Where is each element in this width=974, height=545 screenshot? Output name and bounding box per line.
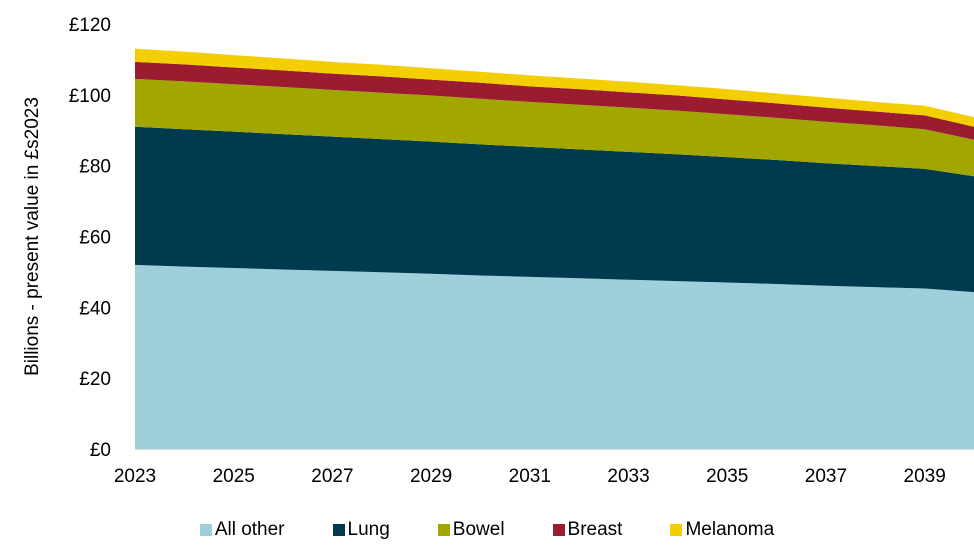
x-tick-label: 2031 xyxy=(509,466,551,487)
legend-label: Bowel xyxy=(452,519,505,540)
legend-item-breast: Breast xyxy=(552,516,623,544)
x-axis-ticks: 2023 2025 2027 2029 2031 2033 2035 2037 2039 xyxy=(114,466,946,487)
y-tick-label: £100 xyxy=(69,86,111,107)
area-melanoma xyxy=(135,48,974,127)
y-tick-label: £0 xyxy=(90,440,111,461)
x-tick-label: 2033 xyxy=(607,466,649,487)
y-tick-label: £60 xyxy=(79,228,111,249)
chart-legend: All other Lung Bowel Breast Melanoma xyxy=(0,516,974,544)
legend-swatch xyxy=(199,524,212,536)
legend-label: Melanoma xyxy=(685,519,775,540)
area-series-group xyxy=(135,48,974,449)
legend-label: Breast xyxy=(567,519,623,540)
legend-swatch xyxy=(437,524,450,536)
stacked-area-chart: £0£20£40£60£80£100£120 2023 2025 2027 2029 2… xyxy=(22,15,974,487)
x-tick-label: 2037 xyxy=(805,466,847,487)
x-tick-label: 2025 xyxy=(213,466,255,487)
y-tick-label: £40 xyxy=(79,298,111,319)
y-axis-ticks: £0 £20 £40 £60 £80 £100 £120 xyxy=(69,15,111,461)
legend-swatch xyxy=(552,524,565,536)
x-tick-label: 2039 xyxy=(904,466,946,487)
legend-item-bowel: Bowel xyxy=(437,516,505,544)
y-tick-label: £80 xyxy=(79,157,111,178)
area-bowel xyxy=(135,78,974,177)
x-tick-label: 2035 xyxy=(706,466,748,487)
legend-item-all-other: All other xyxy=(199,516,285,544)
area-all-other xyxy=(135,264,974,449)
legend-item-lung: Lung xyxy=(332,516,390,544)
area-breast xyxy=(135,61,974,140)
area-lung xyxy=(135,126,974,293)
x-tick-label: 2027 xyxy=(311,466,353,487)
x-tick-label: 2023 xyxy=(114,466,156,487)
y-tick-label: £20 xyxy=(79,369,111,390)
legend-swatch xyxy=(670,524,683,536)
legend-label: All other xyxy=(214,519,285,540)
legend-item-melanoma: Melanoma xyxy=(670,516,774,544)
y-tick-label: £120 xyxy=(69,15,111,36)
x-tick-label: 2029 xyxy=(410,466,452,487)
legend-swatch xyxy=(332,524,345,536)
y-axis-label: Billions - present value in £s2023 xyxy=(22,97,43,376)
legend-label: Lung xyxy=(347,519,390,540)
